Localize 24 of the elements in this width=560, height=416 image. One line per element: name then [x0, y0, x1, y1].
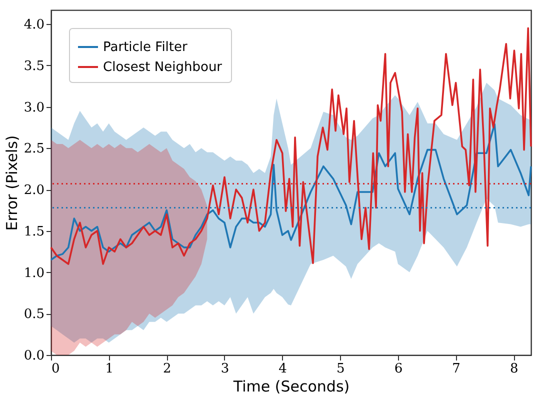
x-tick-label: 7: [452, 362, 460, 376]
y-tick-label: 3.0: [24, 100, 44, 116]
x-tick-label: 6: [394, 362, 403, 376]
legend-label: Particle Filter: [103, 40, 188, 55]
x-tick-label: 3: [220, 362, 230, 376]
x-tick-label: 0: [52, 362, 60, 376]
y-tick-label: 2.5: [24, 142, 44, 157]
x-tick-label: 2: [163, 362, 172, 376]
y-tick-label: 2.0: [24, 183, 44, 198]
y-axis-title: Error (Pixels): [2, 135, 21, 231]
y-tick-label: 0.0: [24, 348, 44, 364]
y-tick-label: 3.5: [24, 58, 44, 74]
x-tick-label: 5: [336, 362, 345, 376]
line-series: [50, 123, 532, 261]
x-axis-title: Time (Seconds): [232, 378, 350, 396]
x-tick-label: 1: [105, 362, 114, 376]
y-tick-label: 0.5: [24, 307, 44, 322]
line-series: [50, 27, 532, 265]
x-tick-label: 8: [510, 362, 518, 376]
x-tick-label: 4: [278, 362, 287, 376]
legend-label: Closest Neighbour: [103, 60, 223, 75]
y-tick-label: 1.5: [24, 224, 44, 240]
y-tick-label: 1.0: [24, 266, 44, 281]
y-tick-label: 4.0: [24, 18, 44, 33]
